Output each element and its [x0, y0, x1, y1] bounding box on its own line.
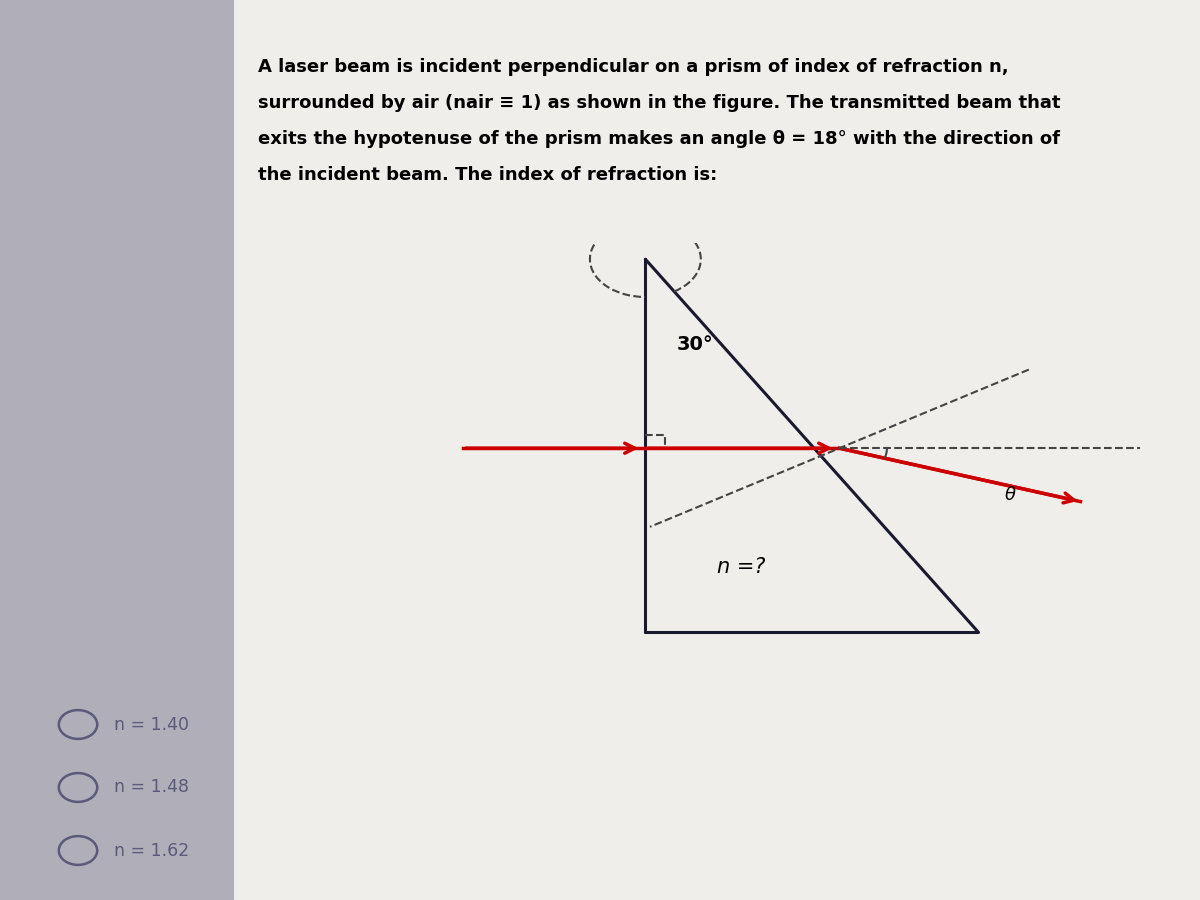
Text: 30°: 30° — [677, 335, 714, 354]
Text: A laser beam is incident perpendicular on a prism of index of refraction n,: A laser beam is incident perpendicular o… — [258, 58, 1009, 76]
Text: n = 1.40: n = 1.40 — [114, 716, 190, 733]
Text: exits the hypotenuse of the prism makes an angle θ = 18° with the direction of: exits the hypotenuse of the prism makes … — [258, 130, 1060, 148]
Text: surrounded by air (nair ≡ 1) as shown in the figure. The transmitted beam that: surrounded by air (nair ≡ 1) as shown in… — [258, 94, 1061, 112]
Text: n = 1.62: n = 1.62 — [114, 842, 190, 859]
Text: the incident beam. The index of refraction is:: the incident beam. The index of refracti… — [258, 166, 718, 184]
Text: n =?: n =? — [716, 557, 766, 577]
Text: n = 1.48: n = 1.48 — [114, 778, 190, 796]
Text: θ: θ — [1004, 486, 1016, 504]
